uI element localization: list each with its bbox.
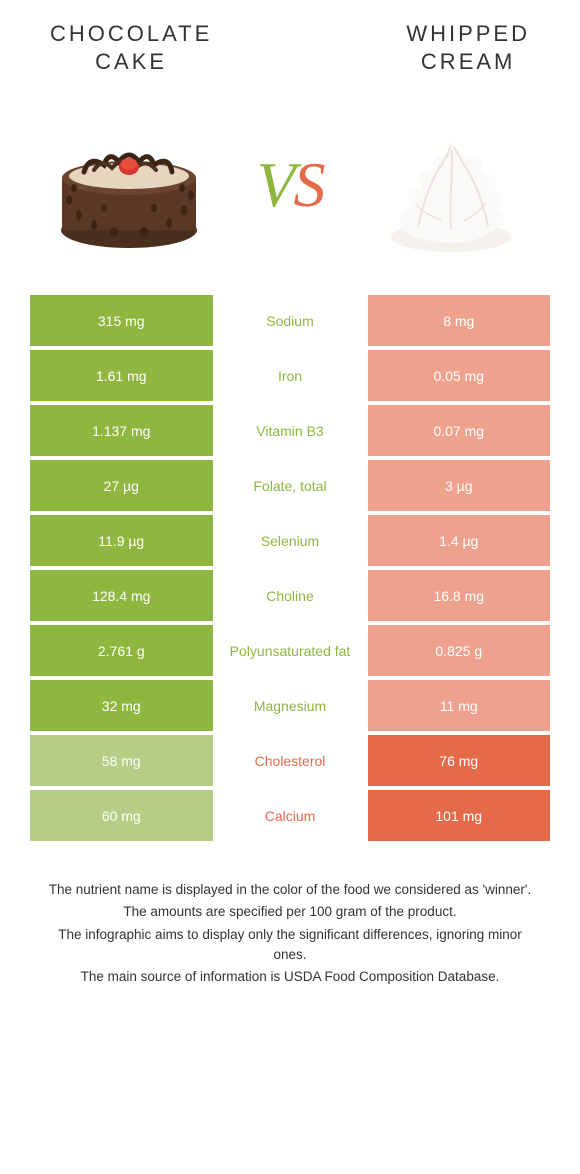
nutrient-name: Magnesium bbox=[213, 680, 368, 731]
right-value: 3 µg bbox=[368, 460, 551, 511]
nutrient-name: Iron bbox=[213, 350, 368, 401]
table-row: 315 mgSodium8 mg bbox=[30, 295, 550, 346]
footer-line: The amounts are specified per 100 gram o… bbox=[45, 902, 535, 922]
right-value: 8 mg bbox=[368, 295, 551, 346]
right-value: 1.4 µg bbox=[368, 515, 551, 566]
right-value: 0.07 mg bbox=[368, 405, 551, 456]
vs-v: V bbox=[256, 149, 293, 220]
header: CHOCOLATE CAKE WHIPPED CREAM bbox=[0, 0, 580, 85]
left-value: 128.4 mg bbox=[30, 570, 213, 621]
footer-line: The nutrient name is displayed in the co… bbox=[45, 880, 535, 900]
nutrient-name: Polyunsaturated fat bbox=[213, 625, 368, 676]
chocolate-cake-image bbox=[49, 105, 209, 265]
nutrient-name: Choline bbox=[213, 570, 368, 621]
whipped-cream-image bbox=[371, 105, 531, 265]
left-food-title: CHOCOLATE CAKE bbox=[50, 20, 212, 75]
table-row: 2.761 gPolyunsaturated fat0.825 g bbox=[30, 625, 550, 676]
vs-s: S bbox=[294, 149, 324, 220]
table-row: 58 mgCholesterol76 mg bbox=[30, 735, 550, 786]
table-row: 27 µgFolate, total3 µg bbox=[30, 460, 550, 511]
title-line: WHIPPED bbox=[406, 21, 530, 46]
left-value: 2.761 g bbox=[30, 625, 213, 676]
table-row: 32 mgMagnesium11 mg bbox=[30, 680, 550, 731]
images-row: VS bbox=[0, 85, 580, 295]
right-value: 0.05 mg bbox=[368, 350, 551, 401]
footer-notes: The nutrient name is displayed in the co… bbox=[0, 845, 580, 987]
left-value: 58 mg bbox=[30, 735, 213, 786]
right-value: 0.825 g bbox=[368, 625, 551, 676]
right-food-title: WHIPPED CREAM bbox=[406, 20, 530, 75]
right-value: 101 mg bbox=[368, 790, 551, 841]
left-value: 1.137 mg bbox=[30, 405, 213, 456]
nutrient-name: Folate, total bbox=[213, 460, 368, 511]
left-value: 11.9 µg bbox=[30, 515, 213, 566]
table-row: 128.4 mgCholine16.8 mg bbox=[30, 570, 550, 621]
nutrient-name: Vitamin B3 bbox=[213, 405, 368, 456]
left-value: 60 mg bbox=[30, 790, 213, 841]
footer-line: The main source of information is USDA F… bbox=[45, 967, 535, 987]
title-line: CAKE bbox=[95, 49, 167, 74]
left-value: 32 mg bbox=[30, 680, 213, 731]
title-line: CREAM bbox=[421, 49, 515, 74]
nutrient-name: Cholesterol bbox=[213, 735, 368, 786]
table-row: 11.9 µgSelenium1.4 µg bbox=[30, 515, 550, 566]
left-value: 1.61 mg bbox=[30, 350, 213, 401]
left-value: 315 mg bbox=[30, 295, 213, 346]
table-row: 1.137 mgVitamin B30.07 mg bbox=[30, 405, 550, 456]
title-line: CHOCOLATE bbox=[50, 21, 212, 46]
right-value: 11 mg bbox=[368, 680, 551, 731]
table-row: 1.61 mgIron0.05 mg bbox=[30, 350, 550, 401]
nutrient-name: Selenium bbox=[213, 515, 368, 566]
table-row: 60 mgCalcium101 mg bbox=[30, 790, 550, 841]
left-value: 27 µg bbox=[30, 460, 213, 511]
footer-line: The infographic aims to display only the… bbox=[45, 925, 535, 966]
nutrient-table: 315 mgSodium8 mg1.61 mgIron0.05 mg1.137 … bbox=[0, 295, 580, 841]
right-value: 76 mg bbox=[368, 735, 551, 786]
right-value: 16.8 mg bbox=[368, 570, 551, 621]
nutrient-name: Calcium bbox=[213, 790, 368, 841]
nutrient-name: Sodium bbox=[213, 295, 368, 346]
vs-label: VS bbox=[256, 148, 323, 222]
